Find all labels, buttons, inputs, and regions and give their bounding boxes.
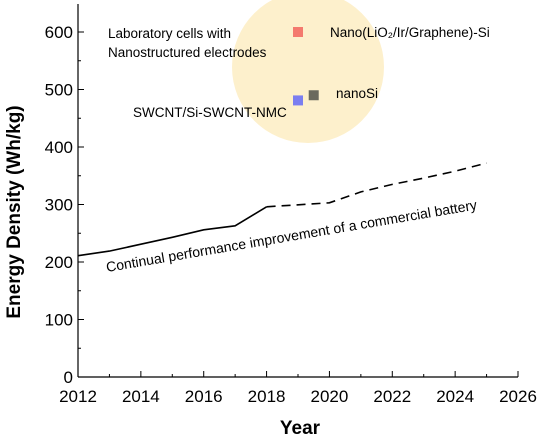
x-tick-label: 2018 xyxy=(248,387,286,406)
marker-label-nanosi: nanoSi xyxy=(336,86,378,101)
x-tick-label: 2024 xyxy=(436,387,474,406)
series-layer xyxy=(77,162,487,257)
axes: 2012 2014 2016 2018 2020 2022 2024 2026 0 100 200 3… xyxy=(45,4,537,406)
x-tick-label: 2012 xyxy=(59,387,97,406)
highlight-layer xyxy=(232,0,384,143)
trend-annotation: Continual performance improvement of a c… xyxy=(105,197,478,275)
y-tick-label: 500 xyxy=(45,81,73,100)
marker-nano-lio2 xyxy=(293,27,303,37)
marker-swcnt xyxy=(293,95,303,106)
x-axis-title: Year xyxy=(280,418,321,439)
x-tick-label: 2026 xyxy=(499,387,537,406)
marker-label-swcnt: SWCNT/Si-SWCNT-NMC xyxy=(133,105,287,120)
lab-cells-highlight-circle xyxy=(232,0,384,143)
x-tick-label: 2020 xyxy=(311,387,349,406)
y-tick-label: 300 xyxy=(45,196,73,215)
y-tick-label: 0 xyxy=(64,368,73,387)
x-tick-label: 2014 xyxy=(122,387,160,406)
y-tick-label: 100 xyxy=(45,311,73,330)
y-tick-label: 400 xyxy=(45,138,73,157)
x-tick-label: 2016 xyxy=(185,387,223,406)
projected-trend-line xyxy=(266,162,487,208)
lab-cells-annotation-line1: Laboratory cells with xyxy=(108,26,231,41)
y-tick-label: 200 xyxy=(45,253,73,272)
x-tick-label: 2022 xyxy=(373,387,411,406)
marker-label-nano-lio2: Nano(LiO₂/Ir/Graphene)-Si xyxy=(330,25,490,40)
y-tick-label: 600 xyxy=(45,23,73,42)
commercial-battery-line xyxy=(77,206,268,257)
markers-layer xyxy=(293,27,319,106)
marker-nanosi xyxy=(308,90,319,101)
y-axis-title: Energy Density (Wh/kg) xyxy=(4,105,25,318)
lab-cells-annotation-line2: Nanostructured electrodes xyxy=(108,45,267,60)
